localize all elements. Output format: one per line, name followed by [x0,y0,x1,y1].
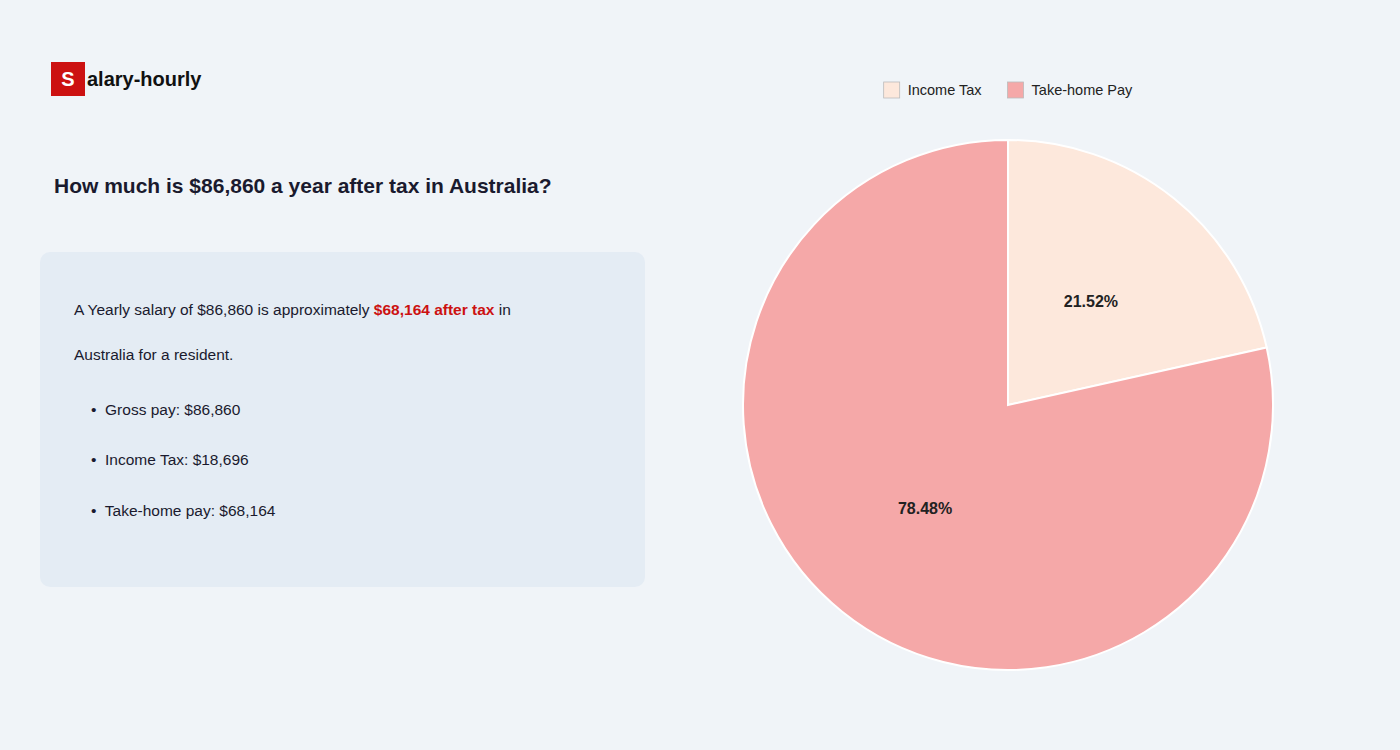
data-labels: 21.52% 78.48% [898,293,1118,517]
background [0,0,1400,750]
legend-item: Take-home Pay [1008,82,1133,98]
bullet: • Take-home pay: $68,164 [91,502,276,519]
bullet: • Gross pay: $86,860 [91,401,241,418]
logo-text: alary-hourly [87,68,202,90]
legend-swatch [884,82,900,98]
logo-box [51,62,85,96]
description: A Yearly salary of $86,860 is approximat… [74,301,511,318]
title: How much is $86,860 a year after tax in … [54,174,552,197]
description-part: A Yearly salary of $86,860 is approximat… [74,301,374,318]
description-part: in [494,301,510,318]
pie [743,140,1273,670]
data-label: 78.48% [898,500,952,517]
logo-letter: S [61,68,74,90]
bullet: • Income Tax: $18,696 [91,451,249,468]
pie-slice [743,140,1273,670]
info-panel: Salary-hourly How much is $86,860 a year … [40,62,645,587]
description: Australia for a resident. [74,346,233,363]
data-label: 21.52% [1064,293,1118,310]
highlight: $68,164 after tax [374,301,495,318]
legend-label: Take-home Pay [1032,82,1133,98]
legend-item: Income Tax [884,82,983,98]
chart: Salary-hourly How much is $86,860 a year … [0,0,1400,750]
legend: Income Tax Take-home Pay [884,82,1133,98]
legend-label: Income Tax [908,82,983,98]
info-box [40,252,645,587]
legend-swatch [1008,82,1024,98]
